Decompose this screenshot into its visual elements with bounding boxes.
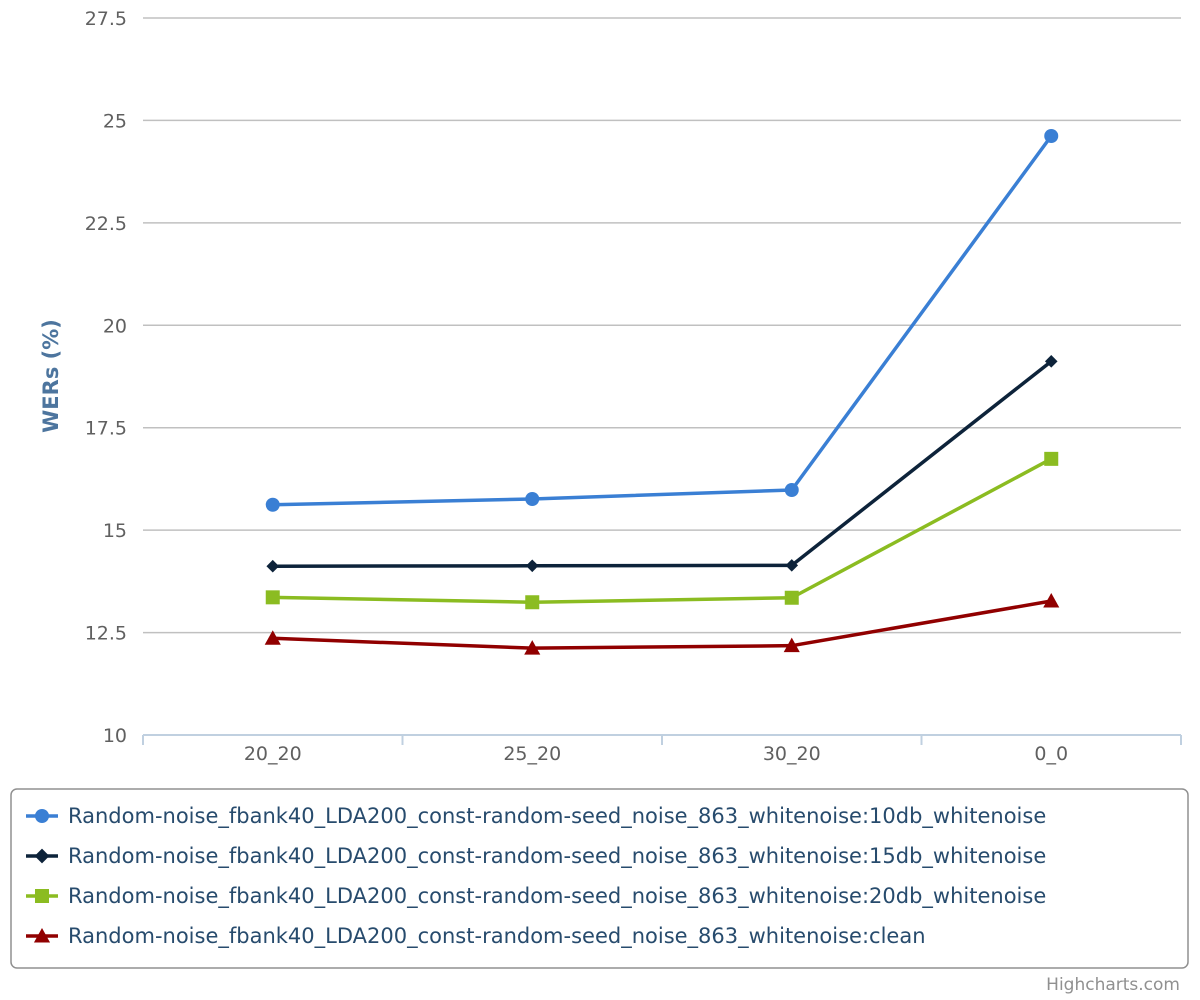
series-line <box>272 457 1053 605</box>
legend-item[interactable]: Random-noise_fbank40_LDA200_const-random… <box>26 804 1046 829</box>
data-point[interactable] <box>266 559 280 573</box>
x-tick-label: 25_20 <box>503 743 561 765</box>
series-1 <box>265 128 1059 512</box>
data-point[interactable] <box>784 590 799 605</box>
legend-item[interactable]: Random-noise_fbank40_LDA200_const-random… <box>26 924 926 949</box>
legend: Random-noise_fbank40_LDA200_const-random… <box>10 788 1189 969</box>
data-point[interactable] <box>524 640 541 655</box>
y-tick-label: 15 <box>103 520 127 542</box>
series-4 <box>264 592 1060 655</box>
x-axis: 20_20 25_20 30_20 0_0 <box>142 734 1182 765</box>
y-tick-label: 27.5 <box>85 8 127 30</box>
legend-marker[interactable] <box>35 889 49 903</box>
series-line <box>272 599 1052 650</box>
data-point[interactable] <box>1044 128 1059 143</box>
legend-label: Random-noise_fbank40_LDA200_const-random… <box>68 924 926 949</box>
data-point[interactable] <box>264 630 281 645</box>
x-tick-label: 0_0 <box>1034 743 1068 765</box>
series-2 <box>266 355 1058 573</box>
legend-label: Random-noise_fbank40_LDA200_const-random… <box>68 884 1046 909</box>
data-point[interactable] <box>265 497 280 512</box>
y-tick-label: 22.5 <box>85 213 127 235</box>
series-3 <box>265 451 1059 610</box>
grid-lines <box>143 17 1181 634</box>
data-point[interactable] <box>1044 451 1059 466</box>
data-point[interactable] <box>1044 355 1058 368</box>
data-point[interactable] <box>785 559 799 572</box>
x-tick-label: 20_20 <box>244 743 302 765</box>
y-axis-title: WERs (%) <box>39 319 63 433</box>
data-point[interactable] <box>525 492 540 507</box>
y-axis: 10 12.5 15 17.5 20 22.5 25 27.5 <box>85 8 127 747</box>
data-point[interactable] <box>525 595 540 610</box>
series-line <box>272 359 1053 568</box>
legend-box <box>10 788 1189 969</box>
data-point[interactable] <box>783 637 800 653</box>
data-point[interactable] <box>784 482 799 497</box>
credits-link[interactable]: Highcharts.com <box>1046 975 1180 995</box>
legend-item[interactable]: Random-noise_fbank40_LDA200_const-random… <box>26 844 1046 869</box>
y-tick-label: 20 <box>103 315 127 337</box>
legend-marker[interactable] <box>35 809 49 823</box>
data-point[interactable] <box>265 590 280 605</box>
data-point[interactable] <box>525 559 539 573</box>
legend-marker[interactable] <box>34 848 50 864</box>
y-tick-label: 12.5 <box>85 623 127 645</box>
legend-item[interactable]: Random-noise_fbank40_LDA200_const-random… <box>26 884 1046 909</box>
series-line <box>272 134 1053 507</box>
legend-label: Random-noise_fbank40_LDA200_const-random… <box>68 844 1046 869</box>
y-tick-label: 25 <box>103 110 127 132</box>
y-tick-label: 10 <box>103 725 127 747</box>
y-tick-label: 17.5 <box>85 418 127 440</box>
series-layer <box>264 128 1060 655</box>
legend-label: Random-noise_fbank40_LDA200_const-random… <box>68 804 1046 829</box>
legend-marker[interactable] <box>33 927 51 943</box>
x-tick-label: 30_20 <box>763 743 821 765</box>
data-point[interactable] <box>1043 592 1060 608</box>
